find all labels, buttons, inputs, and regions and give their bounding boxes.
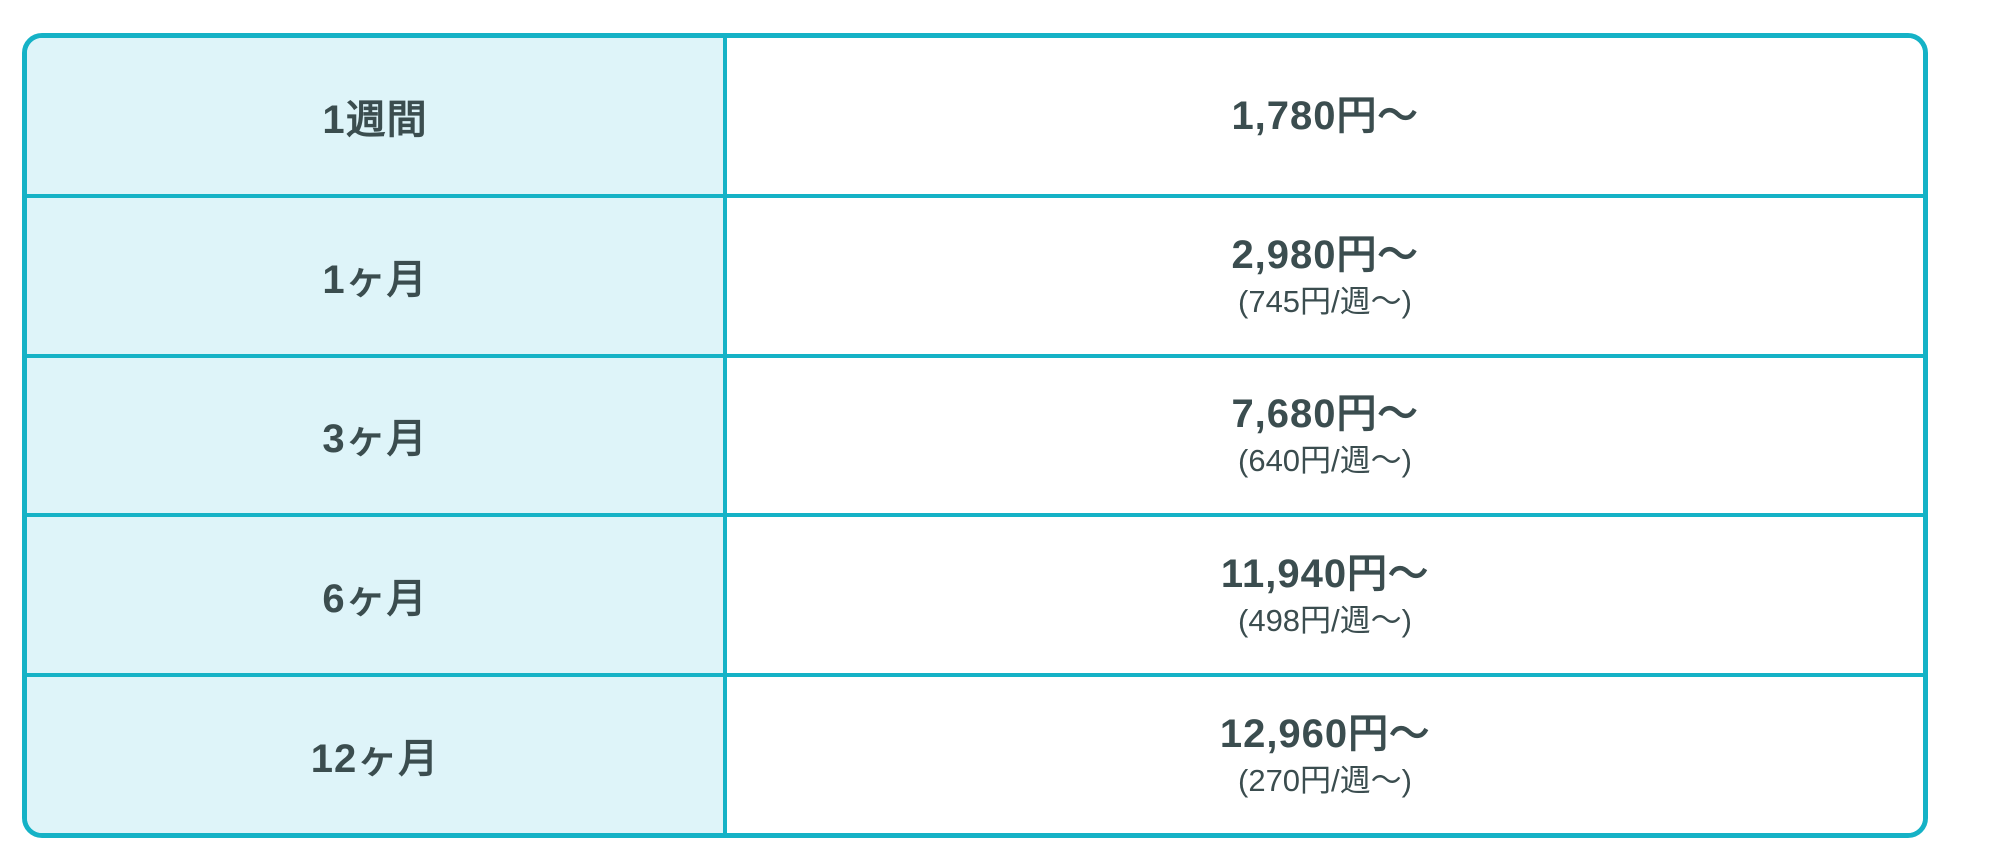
table-row: 1ヶ月 2,980円〜 (745円/週〜) [27,193,1923,354]
period-cell: 3ヶ月 [27,357,727,514]
price-per-week: (745円/週〜) [1238,283,1412,319]
period-cell: 1週間 [27,38,727,194]
price-cell: 11,940円〜 (498円/週〜) [727,517,1923,674]
period-cell: 6ヶ月 [27,517,727,674]
price-value: 7,680円〜 [1231,392,1419,437]
price-cell: 12,960円〜 (270円/週〜) [727,677,1923,833]
price-per-week: (498円/週〜) [1238,603,1412,639]
price-value: 12,960円〜 [1219,712,1431,757]
table-row: 6ヶ月 11,940円〜 (498円/週〜) [27,513,1923,674]
price-value: 1,780円〜 [1231,93,1419,138]
price-cell: 7,680円〜 (640円/週〜) [727,357,1923,514]
price-per-week: (270円/週〜) [1238,763,1412,799]
period-cell: 12ヶ月 [27,677,727,833]
price-value: 11,940円〜 [1220,552,1430,597]
period-label: 6ヶ月 [322,577,428,622]
table-row: 1週間 1,780円〜 [27,38,1923,194]
period-label: 1ヶ月 [322,257,428,302]
pricing-table: 1週間 1,780円〜 1ヶ月 2,980円〜 (745円/週〜) 3ヶ月 7,… [22,33,1928,838]
period-label: 12ヶ月 [310,737,440,782]
period-label: 1週間 [322,97,428,142]
period-cell: 1ヶ月 [27,197,727,354]
period-label: 3ヶ月 [322,417,428,462]
price-cell: 2,980円〜 (745円/週〜) [727,197,1923,354]
price-value: 2,980円〜 [1231,232,1419,277]
price-per-week: (640円/週〜) [1238,443,1412,479]
table-row: 12ヶ月 12,960円〜 (270円/週〜) [27,673,1923,833]
table-row: 3ヶ月 7,680円〜 (640円/週〜) [27,353,1923,514]
price-cell: 1,780円〜 [727,38,1923,194]
